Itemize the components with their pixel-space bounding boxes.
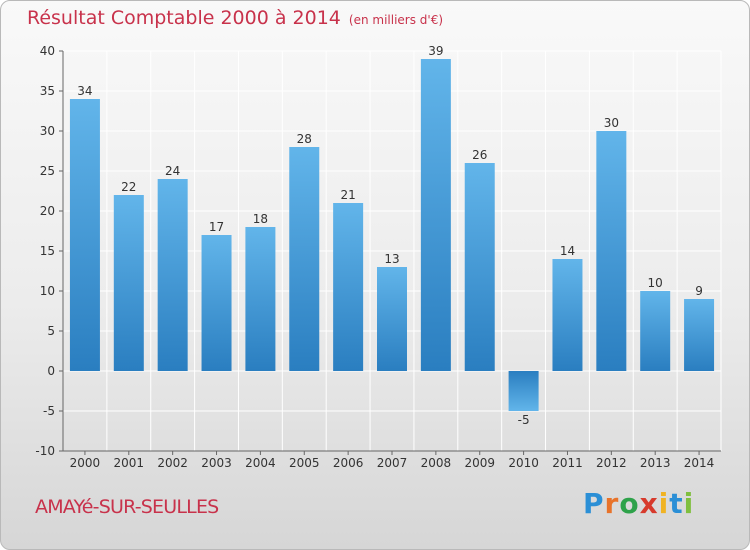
x-tick-label: 2000 bbox=[70, 456, 101, 470]
y-tick-label: 40 bbox=[40, 44, 55, 58]
x-tick-label: 2007 bbox=[377, 456, 408, 470]
y-tick-label: -5 bbox=[43, 404, 55, 418]
bar-2010 bbox=[508, 371, 539, 411]
y-tick-label: 35 bbox=[40, 84, 55, 98]
x-tick-label: 2001 bbox=[114, 456, 145, 470]
bar-2005 bbox=[289, 147, 320, 371]
data-label-2000: 34 bbox=[77, 84, 92, 98]
bar-2013 bbox=[640, 291, 671, 371]
bar-2009 bbox=[464, 163, 495, 371]
x-tick-label: 2011 bbox=[552, 456, 583, 470]
logo-letter: o bbox=[619, 487, 640, 520]
data-label-2014: 9 bbox=[695, 284, 703, 298]
x-tick-label: 2013 bbox=[640, 456, 671, 470]
y-tick-label: -10 bbox=[35, 444, 55, 458]
bar-2008 bbox=[420, 59, 451, 371]
chart-unit: (en milliers d'€) bbox=[348, 13, 444, 27]
x-tick-label: 2003 bbox=[201, 456, 232, 470]
data-label-2010: -5 bbox=[518, 413, 530, 427]
logo-letter: i bbox=[683, 487, 695, 520]
bar-2004 bbox=[245, 227, 276, 371]
x-tick-label: 2005 bbox=[289, 456, 320, 470]
y-tick-label: 20 bbox=[40, 204, 55, 218]
data-label-2012: 30 bbox=[604, 116, 619, 130]
bar-2007 bbox=[377, 267, 407, 371]
y-tick-label: 25 bbox=[40, 164, 55, 178]
data-label-2013: 10 bbox=[648, 276, 663, 290]
town-name: AMAYé-SUR-SEULLES bbox=[35, 496, 219, 518]
data-label-2011: 14 bbox=[560, 244, 575, 258]
y-tick-label: 5 bbox=[47, 324, 55, 338]
x-tick-label: 2014 bbox=[684, 456, 715, 470]
bar-2000 bbox=[69, 99, 100, 371]
data-label-2007: 13 bbox=[384, 252, 399, 266]
y-tick-label: 10 bbox=[40, 284, 55, 298]
data-label-2002: 24 bbox=[165, 164, 180, 178]
x-tick-label: 2012 bbox=[596, 456, 627, 470]
y-tick-label: 30 bbox=[40, 124, 55, 138]
logo-letter: r bbox=[604, 487, 620, 520]
bar-2006 bbox=[333, 203, 364, 371]
y-tick-label: 0 bbox=[47, 364, 55, 378]
x-tick-label: 2006 bbox=[333, 456, 364, 470]
bar-2002 bbox=[157, 179, 188, 371]
data-label-2001: 22 bbox=[121, 180, 136, 194]
bar-2014 bbox=[684, 299, 715, 371]
bar-2012 bbox=[596, 131, 627, 371]
x-tick-label: 2004 bbox=[245, 456, 276, 470]
x-tick-label: 2002 bbox=[157, 456, 188, 470]
logo-letter: x bbox=[639, 487, 659, 520]
data-label-2004: 18 bbox=[253, 212, 268, 226]
data-label-2005: 28 bbox=[297, 132, 312, 146]
logo-letter: P bbox=[583, 487, 605, 520]
y-tick-label: 15 bbox=[40, 244, 55, 258]
chart-title-text: Résultat Comptable 2000 à 2014 bbox=[27, 7, 341, 29]
logo-letter: i bbox=[658, 487, 670, 520]
bar-2003 bbox=[201, 235, 232, 371]
bar-2011 bbox=[552, 259, 583, 371]
x-tick-label: 2008 bbox=[421, 456, 452, 470]
logo-letter: t bbox=[669, 487, 684, 520]
x-tick-label: 2010 bbox=[508, 456, 539, 470]
x-tick-label: 2009 bbox=[464, 456, 495, 470]
chart-title: Résultat Comptable 2000 à 2014 (en millie… bbox=[27, 7, 443, 29]
data-label-2006: 21 bbox=[340, 188, 355, 202]
bar-2001 bbox=[113, 195, 144, 371]
proxiti-logo: Proxiti bbox=[583, 487, 694, 520]
data-label-2009: 26 bbox=[472, 148, 487, 162]
data-label-2003: 17 bbox=[209, 220, 224, 234]
data-label-2008: 39 bbox=[428, 44, 443, 58]
